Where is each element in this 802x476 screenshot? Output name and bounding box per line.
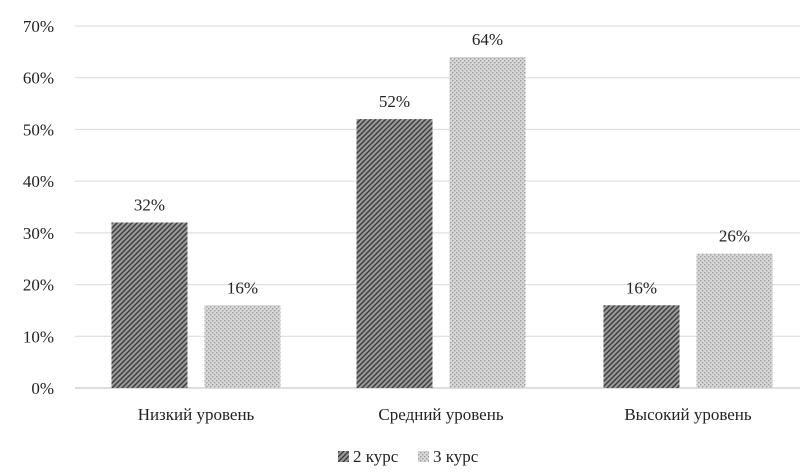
y-axis-tick-labels: 0% 10% 20% 30% 40% 50% 60% 70% — [23, 17, 54, 398]
bars — [111, 57, 773, 389]
bar — [111, 222, 188, 388]
bar — [603, 305, 680, 388]
y-tick-label: 10% — [23, 327, 54, 346]
legend: 2 курс 3 курс — [338, 447, 479, 466]
bar — [696, 253, 773, 388]
y-tick-label: 60% — [23, 69, 54, 88]
bar — [356, 119, 433, 388]
x-axis-category-labels: Низкий уровень Средний уровень Высокий уро… — [138, 405, 752, 424]
y-tick-label: 0% — [31, 379, 54, 398]
data-label: 16% — [227, 278, 258, 297]
x-tick-label: Средний уровень — [378, 405, 503, 424]
data-label: 32% — [134, 196, 165, 215]
y-tick-label: 50% — [23, 120, 54, 139]
data-label: 64% — [472, 30, 503, 49]
y-tick-label: 40% — [23, 172, 54, 191]
y-tick-label: 30% — [23, 224, 54, 243]
data-label: 16% — [626, 278, 657, 297]
legend-swatch — [338, 451, 349, 462]
bar — [449, 57, 526, 389]
gridlines — [75, 25, 800, 389]
x-tick-label: Низкий уровень — [138, 405, 255, 424]
data-labels: 32% 16% 52% 64% 16% 26% — [134, 30, 750, 297]
data-label: 26% — [719, 227, 750, 246]
data-label: 52% — [379, 92, 410, 111]
legend-label: 3 курс — [433, 447, 479, 466]
bar — [204, 305, 281, 388]
y-tick-label: 20% — [23, 276, 54, 295]
y-tick-label: 70% — [23, 17, 54, 36]
x-tick-label: Высокий уровень — [624, 405, 752, 424]
legend-label: 2 курс — [353, 447, 399, 466]
legend-swatch — [418, 451, 429, 462]
